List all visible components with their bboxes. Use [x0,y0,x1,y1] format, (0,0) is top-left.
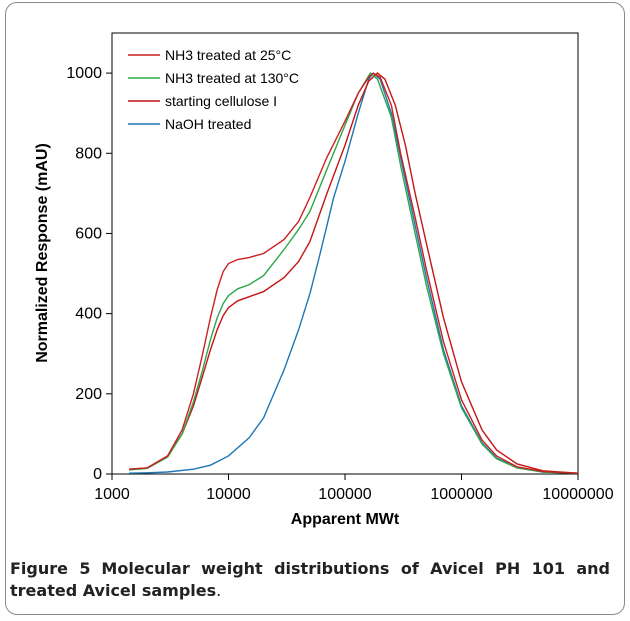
figure-caption: Figure 5 Molecular weight distributions … [10,558,610,602]
legend-label: NaOH treated [165,116,251,132]
series-lines [128,72,579,474]
series-line [128,72,579,474]
legend-label: NH3 treated at 130°C [165,70,299,86]
caption-end: . [216,581,222,600]
y-tick-label: 400 [75,306,102,323]
series-line [128,72,579,474]
x-axis-label: Apparent MWt [291,511,400,528]
caption-text: Molecular weight distributions of Avicel… [10,559,611,600]
legend-label: NH3 treated at 25°C [165,47,291,63]
x-tick-label: 10000 [206,486,251,503]
x-tick-label: 100000 [318,486,371,503]
figure-frame [5,2,625,615]
series-line [129,72,579,474]
caption-label: Figure 5 [10,559,91,578]
x-tick-label: 1000 [94,486,130,503]
legend-label: starting cellulose I [165,93,277,109]
x-tick-label: 10000000 [542,486,613,503]
y-axis-ticks: 0 200 400 600 800 1000 [66,65,112,483]
y-axis-label: Normalized Response (mAU) [34,143,51,363]
legend: NH3 treated at 25°C NH3 treated at 130°C s… [128,47,299,132]
x-tick-label: 1000000 [430,486,492,503]
y-tick-label: 1000 [66,65,102,82]
y-tick-label: 0 [93,466,102,483]
y-tick-label: 800 [75,145,102,162]
molecular-weight-chart: 0 200 400 600 800 1000 1000 10000 100000 1000000… [34,32,614,528]
series-line [128,72,579,474]
x-axis-ticks: 1000 10000 100000 1000000 10000000 [94,474,614,503]
y-tick-label: 600 [75,225,102,242]
y-tick-label: 200 [75,386,102,403]
